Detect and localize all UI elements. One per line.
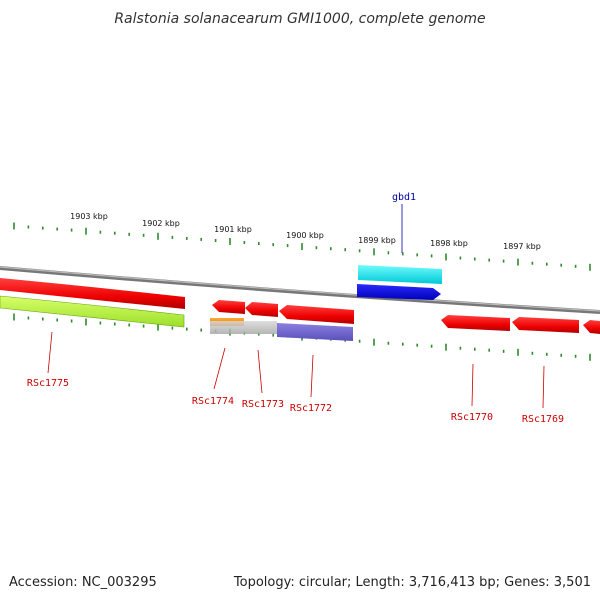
genome-backbone-highlight [0,266,600,312]
label-line-rsc1773 [257,349,263,394]
scale-label-1902: 1902 kbp [142,219,180,228]
gene-label-rsc1772[interactable]: RSc1772 [290,403,332,414]
label-line-rsc1775 [47,331,53,374]
gene-feature-rsc1774[interactable] [212,300,245,314]
gene-subfeature-gbd1[interactable] [357,284,441,300]
gene-feature-gbd1[interactable] [358,265,442,284]
gene-feature-rsc1772[interactable] [279,305,354,324]
scale-label-1901: 1901 kbp [214,225,252,234]
scale-label-1903: 1903 kbp [70,212,108,221]
label-line-rsc1770 [471,363,474,407]
scale-label-1897: 1897 kbp [503,242,541,251]
scale-label-1898: 1898 kbp [430,239,468,248]
gene-subfeature-rsc1772[interactable] [277,323,353,341]
accession-text: Accession: NC_003295 [9,575,157,590]
genome-summary-text: Topology: circular; Length: 3,716,413 bp… [233,575,591,590]
gene-feature-partial-right[interactable] [583,320,600,334]
gene-feature-rsc1773[interactable] [245,302,278,317]
label-line-rsc1772 [310,354,314,398]
gene-label-rsc1773[interactable]: RSc1773 [242,399,284,410]
gene-subfeature-rsc1773[interactable] [210,321,277,334]
gene-label-rsc1775[interactable]: RSc1775 [27,378,69,389]
gene-feature-rsc1775[interactable] [0,278,185,309]
label-line-rsc1774 [213,347,226,390]
gene-label-rsc1770[interactable]: RSc1770 [451,412,493,423]
gene-label-rsc1774[interactable]: RSc1774 [192,396,234,407]
gene-feature-rsc1770[interactable] [441,315,510,331]
gene-feature-rsc1769[interactable] [512,317,579,333]
label-line-rsc1769 [542,365,545,409]
gene-label-rsc1769[interactable]: RSc1769 [522,414,564,425]
scale-label-1899: 1899 kbp [358,236,396,245]
gene-subfeature-rsc1775[interactable] [0,295,185,328]
scale-label-1900: 1900 kbp [286,231,324,240]
map-title: Ralstonia solanacearum GMI1000, complete… [114,11,485,27]
genome-backbone [0,266,600,314]
gene-label-gbd1[interactable]: gbd1 [392,192,416,203]
scale-ticks-top [13,222,591,271]
